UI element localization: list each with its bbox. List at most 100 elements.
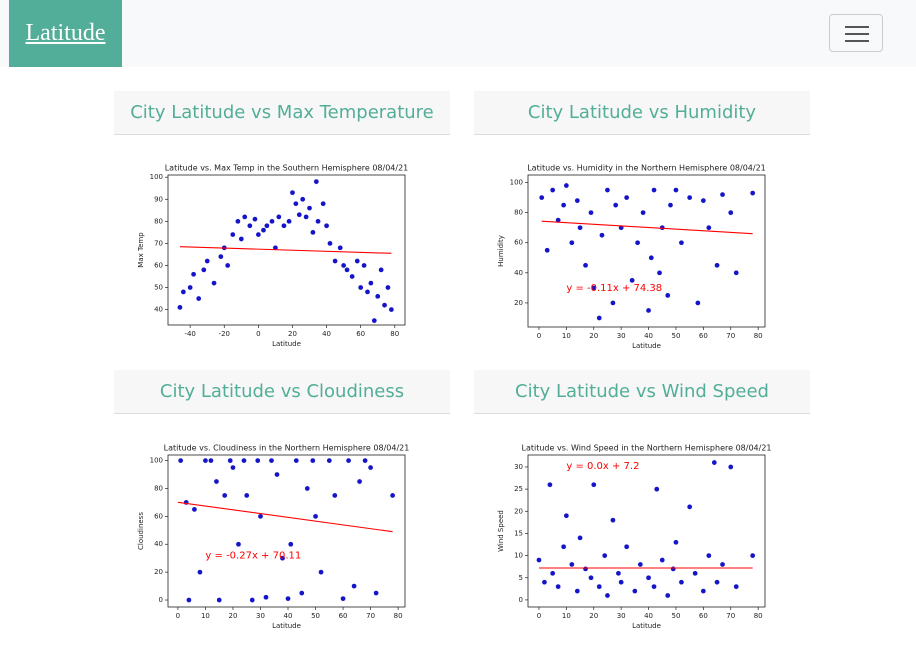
point	[211, 280, 217, 286]
point	[281, 222, 287, 229]
regression-equation: y = -0.11x + 74.38	[566, 283, 662, 294]
point	[286, 218, 292, 225]
x-tick-label: 60	[339, 612, 348, 620]
point	[599, 232, 605, 239]
chart-title: Latitude vs. Humidity in the Northern He…	[527, 164, 766, 173]
y-tick-label: 90	[154, 195, 163, 203]
point	[547, 481, 553, 488]
x-axis-label: Latitude	[272, 622, 301, 630]
point	[667, 202, 674, 208]
point	[340, 595, 346, 602]
chart-title: Latitude vs. Cloudiness in the Northern …	[164, 444, 410, 453]
point	[195, 295, 202, 302]
x-tick-label: 10	[562, 612, 571, 620]
y-tick-label: 60	[514, 239, 523, 247]
point	[596, 315, 603, 321]
point	[563, 182, 570, 189]
x-tick-label: 80	[754, 612, 763, 620]
point	[306, 205, 313, 211]
y-tick-label: 5	[519, 574, 523, 582]
point	[618, 579, 625, 586]
point	[268, 457, 275, 464]
y-tick-label: 70	[154, 239, 163, 247]
point	[254, 457, 261, 464]
x-tick-label: 60	[699, 332, 708, 340]
regression-equation: y = 0.0x + 7.2	[566, 461, 639, 472]
point	[541, 579, 548, 586]
point	[354, 258, 361, 264]
point	[320, 200, 327, 207]
x-axis-label: Latitude	[272, 340, 301, 348]
point	[590, 481, 597, 488]
y-tick-label: 30	[514, 463, 523, 471]
point	[568, 561, 575, 568]
point	[349, 273, 355, 280]
regression-line	[179, 246, 392, 254]
x-tick-label: 30	[617, 332, 626, 340]
point	[733, 269, 740, 276]
plot-frame	[167, 174, 406, 326]
point	[323, 222, 330, 229]
point	[315, 218, 321, 225]
point	[318, 569, 324, 575]
x-tick-label: 60	[356, 330, 365, 338]
y-tick-label: 10	[514, 552, 523, 560]
point	[719, 191, 726, 198]
x-tick-label: 30	[256, 612, 265, 620]
point	[549, 570, 556, 577]
point	[705, 552, 712, 559]
point	[238, 236, 245, 242]
y-tick-label: 60	[154, 512, 163, 520]
brand-link[interactable]: Latitude	[9, 0, 122, 67]
point	[733, 583, 740, 590]
point	[538, 194, 545, 201]
regression-line	[177, 501, 393, 533]
point	[177, 304, 183, 311]
point	[227, 457, 234, 464]
point	[235, 218, 241, 225]
point	[264, 222, 270, 229]
point	[582, 262, 589, 269]
point	[664, 592, 671, 599]
navbar: Latitude	[0, 0, 916, 67]
point	[235, 541, 242, 548]
y-tick-label: 20	[514, 507, 523, 515]
x-tick-label: 70	[366, 612, 375, 620]
card-title: City Latitude vs Max Temperature	[114, 91, 450, 135]
card-title: City Latitude vs Wind Speed	[474, 370, 810, 414]
x-tick-label: 10	[562, 332, 571, 340]
point	[544, 247, 551, 254]
point	[686, 503, 693, 510]
point	[221, 492, 228, 499]
x-tick-label: 10	[201, 612, 210, 620]
point	[560, 543, 567, 550]
y-tick-label: 80	[514, 209, 523, 217]
y-tick-label: 80	[154, 217, 163, 225]
y-tick-label: 15	[514, 529, 523, 537]
point	[373, 590, 379, 596]
point	[304, 485, 311, 492]
chart: Latitude vs. Cloudiness in the Northern …	[137, 444, 409, 631]
y-tick-label: 20	[514, 299, 523, 307]
point	[345, 457, 352, 464]
point	[610, 300, 616, 306]
point	[574, 197, 581, 204]
point	[255, 231, 262, 238]
point	[272, 244, 279, 251]
point	[653, 486, 660, 492]
plot-frame	[167, 454, 406, 608]
point	[357, 284, 364, 291]
menu-toggle[interactable]	[829, 14, 883, 52]
point	[374, 293, 381, 300]
x-tick-label: 40	[644, 332, 653, 340]
point	[645, 574, 652, 581]
point	[197, 569, 203, 575]
point	[385, 284, 391, 291]
point	[623, 543, 630, 550]
x-tick-label: 20	[589, 612, 598, 620]
point	[555, 583, 561, 590]
point	[344, 267, 350, 273]
point	[659, 557, 666, 563]
y-tick-label: 100	[510, 179, 523, 187]
